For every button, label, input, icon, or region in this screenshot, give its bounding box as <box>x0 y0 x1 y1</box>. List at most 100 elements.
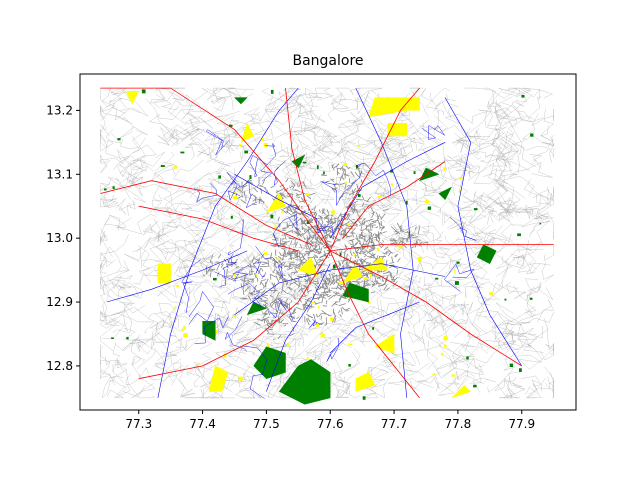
built-up-stroke <box>274 249 277 257</box>
minor-road <box>213 99 226 113</box>
built-up-stroke <box>281 256 284 261</box>
built-up-stroke <box>400 237 408 240</box>
minor-road <box>169 129 204 158</box>
built-up-stroke <box>302 181 307 188</box>
minor-road <box>467 330 477 341</box>
minor-road <box>516 240 542 265</box>
minor-road <box>189 137 218 163</box>
built-up-stroke <box>331 301 338 307</box>
minor-road <box>363 231 381 242</box>
minor-road <box>411 90 430 118</box>
land-use-speck <box>311 301 315 304</box>
built-up-stroke <box>267 310 271 316</box>
minor-road <box>542 135 554 163</box>
minor-road <box>139 345 152 355</box>
secondary-road <box>315 217 334 240</box>
built-up-stroke <box>371 280 376 285</box>
built-up-stroke <box>290 300 292 304</box>
built-up-stroke <box>333 228 338 236</box>
minor-road <box>543 245 554 261</box>
x-tick-label: 77.3 <box>125 417 152 431</box>
minor-road <box>281 316 310 347</box>
built-up-stroke <box>382 271 390 275</box>
built-up-stroke <box>274 318 281 324</box>
minor-road <box>100 345 109 363</box>
minor-road <box>151 167 179 181</box>
minor-road <box>455 147 483 171</box>
minor-road <box>454 125 471 146</box>
major-road-layer <box>100 87 554 399</box>
built-up-stroke <box>318 313 322 318</box>
built-up-stroke <box>350 171 355 177</box>
built-up-stroke <box>386 275 389 280</box>
built-up-stroke <box>385 259 388 265</box>
secondary-road <box>252 262 266 277</box>
park-speck <box>348 364 351 367</box>
x-tick-label: 77.7 <box>381 417 408 431</box>
built-up-stroke <box>359 224 363 226</box>
minor-road <box>532 194 549 212</box>
built-up-stroke <box>307 236 315 240</box>
minor-road <box>100 256 116 270</box>
built-up-stroke <box>285 210 293 216</box>
built-up-stroke <box>293 296 296 301</box>
built-up-stroke <box>333 291 339 297</box>
built-up-stroke <box>292 189 297 191</box>
built-up-stroke <box>358 218 362 220</box>
land-use-area <box>208 365 229 392</box>
minor-road <box>131 338 149 366</box>
built-up-stroke <box>376 234 378 241</box>
minor-road <box>155 239 205 259</box>
built-up-stroke <box>300 232 304 236</box>
built-up-stroke <box>342 234 351 238</box>
built-up-stroke <box>282 229 287 232</box>
minor-road <box>274 120 318 139</box>
built-up-stroke <box>322 280 327 285</box>
land-use-speck <box>320 333 325 337</box>
minor-road <box>375 182 403 212</box>
built-up-stroke <box>365 224 368 230</box>
minor-road <box>153 204 180 216</box>
minor-road <box>426 335 442 370</box>
built-up-stroke <box>290 312 297 315</box>
minor-road <box>515 87 541 100</box>
built-up-stroke <box>292 307 296 315</box>
minor-road <box>361 329 381 342</box>
built-up-stroke <box>341 306 346 311</box>
land-use-area <box>368 97 420 118</box>
built-up-stroke <box>368 234 371 240</box>
built-up-stroke <box>253 290 261 296</box>
built-up-stroke <box>342 192 348 195</box>
park-speck <box>358 194 361 197</box>
built-up-stroke <box>295 192 299 196</box>
built-up-stroke <box>288 205 292 211</box>
land-use-speck <box>274 224 277 229</box>
built-up-stroke <box>375 226 379 229</box>
built-up-stroke <box>211 261 213 265</box>
built-up-stroke <box>313 255 316 259</box>
built-up-stroke <box>259 280 262 285</box>
minor-road <box>155 318 168 352</box>
built-up-stroke <box>311 242 315 245</box>
built-up-stroke <box>361 218 366 223</box>
built-up-stroke <box>299 244 303 249</box>
built-up-stroke <box>295 259 302 261</box>
built-up-stroke <box>338 303 346 307</box>
park-speck <box>303 161 307 164</box>
park-speck <box>317 165 319 169</box>
minor-road <box>223 313 246 337</box>
built-up-stroke <box>342 169 347 172</box>
built-up-stroke <box>262 316 270 321</box>
minor-road <box>195 194 227 207</box>
minor-road <box>467 171 494 185</box>
minor-road <box>251 106 279 125</box>
minor-road <box>100 362 110 380</box>
minor-road <box>527 96 542 119</box>
built-up-stroke <box>257 268 262 275</box>
built-up-stroke <box>346 184 351 188</box>
park-area <box>291 154 306 169</box>
minor-road <box>369 375 393 399</box>
park-speck <box>180 151 185 154</box>
minor-road <box>435 382 455 396</box>
minor-road <box>300 282 307 293</box>
